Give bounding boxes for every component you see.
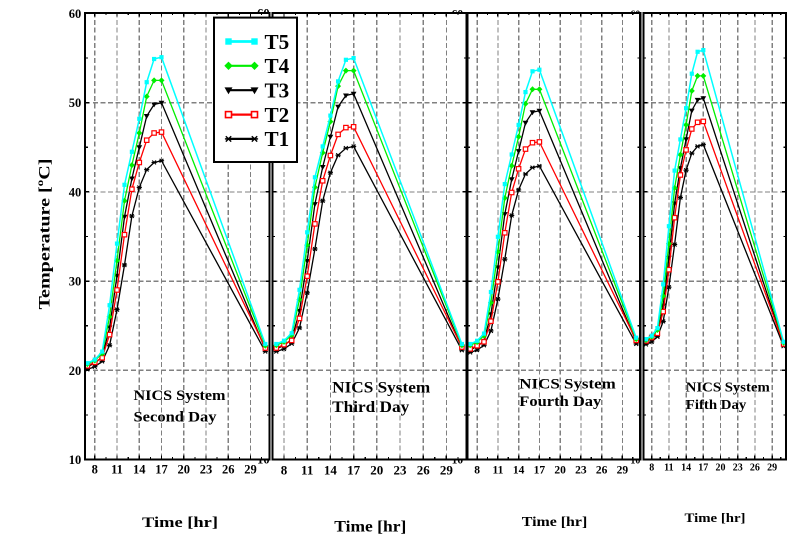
svg-text:Second Day: Second Day	[134, 410, 218, 426]
svg-text:60: 60	[69, 7, 82, 21]
svg-text:Time [hr]: Time [hr]	[522, 515, 588, 530]
svg-text:23: 23	[575, 464, 587, 476]
svg-text:11: 11	[111, 463, 123, 477]
svg-text:29: 29	[767, 462, 777, 473]
svg-text:Fourth Day: Fourth Day	[519, 394, 602, 410]
svg-text:NICS System: NICS System	[134, 388, 227, 404]
svg-text:26: 26	[750, 462, 760, 473]
svg-text:T2: T2	[265, 103, 290, 127]
svg-text:8: 8	[474, 464, 480, 476]
svg-text:20: 20	[554, 464, 566, 476]
svg-text:20: 20	[69, 364, 82, 378]
svg-text:17: 17	[698, 462, 708, 473]
svg-text:Time [hr]: Time [hr]	[142, 515, 218, 531]
svg-text:17: 17	[155, 463, 168, 477]
svg-text:26: 26	[222, 463, 235, 477]
svg-text:10: 10	[630, 456, 640, 467]
svg-text:14: 14	[513, 464, 525, 476]
svg-text:17: 17	[347, 462, 361, 477]
svg-text:20: 20	[370, 462, 383, 477]
svg-text:Temperature [ºC]: Temperature [ºC]	[37, 159, 54, 310]
svg-text:T1: T1	[265, 127, 290, 151]
svg-text:11: 11	[664, 462, 673, 473]
svg-text:20: 20	[716, 462, 726, 473]
svg-text:29: 29	[617, 464, 629, 476]
svg-text:11: 11	[301, 462, 313, 477]
svg-text:26: 26	[596, 464, 608, 476]
svg-text:10: 10	[452, 455, 464, 467]
svg-text:Time [hr]: Time [hr]	[685, 510, 746, 525]
svg-text:T5: T5	[265, 30, 290, 54]
svg-text:40: 40	[69, 185, 82, 199]
svg-text:Third Day: Third Day	[332, 399, 409, 416]
svg-text:30: 30	[69, 275, 82, 289]
svg-text:14: 14	[133, 463, 146, 477]
svg-text:11: 11	[492, 464, 503, 476]
svg-text:8: 8	[649, 462, 654, 473]
svg-text:Fifth Day: Fifth Day	[686, 397, 747, 412]
svg-text:60: 60	[630, 10, 640, 21]
svg-text:T3: T3	[265, 79, 290, 103]
svg-text:NICS System: NICS System	[686, 379, 771, 394]
svg-text:10: 10	[69, 453, 82, 467]
svg-text:Time [hr]: Time [hr]	[334, 519, 406, 536]
svg-text:NICS System: NICS System	[519, 377, 616, 393]
svg-text:NICS System: NICS System	[332, 379, 431, 396]
svg-text:60: 60	[257, 7, 270, 21]
svg-text:29: 29	[440, 462, 454, 477]
svg-text:29: 29	[244, 463, 257, 477]
svg-text:17: 17	[534, 464, 546, 476]
svg-text:26: 26	[417, 462, 431, 477]
svg-text:14: 14	[681, 462, 691, 473]
svg-text:8: 8	[92, 463, 98, 477]
svg-text:23: 23	[733, 462, 743, 473]
svg-text:23: 23	[394, 462, 408, 477]
svg-text:14: 14	[324, 462, 338, 477]
svg-text:10: 10	[257, 453, 270, 467]
svg-text:20: 20	[178, 463, 191, 477]
svg-text:23: 23	[200, 463, 213, 477]
svg-text:8: 8	[281, 462, 288, 477]
svg-text:T4: T4	[265, 54, 290, 78]
svg-text:50: 50	[69, 96, 82, 110]
svg-text:60: 60	[452, 9, 464, 21]
